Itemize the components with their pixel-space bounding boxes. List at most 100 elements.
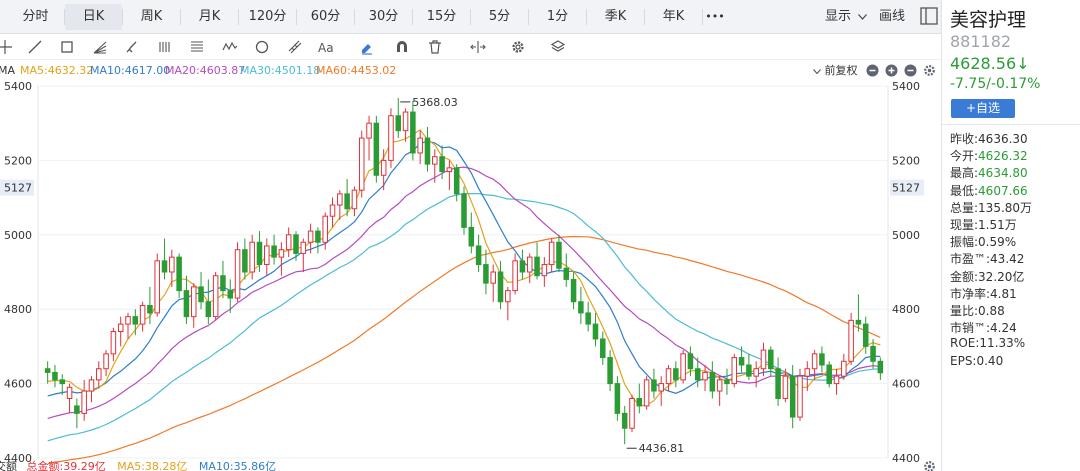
candlesticks [44,97,884,445]
stat-value: 4.24 [990,321,1017,336]
candle-body [651,379,657,392]
candle-body [271,245,277,258]
stat-label: 量比: [950,304,979,318]
adjust-menu[interactable]: 前复权 [813,62,858,80]
tab-divider [122,9,123,25]
candle-body [373,122,380,176]
stat-value: 11.33% [979,336,1026,351]
candle-body [614,383,621,414]
tab-1min[interactable]: 1分 [546,9,569,24]
wave-icon[interactable] [219,37,241,57]
more-tabs-button[interactable]: ••• [705,10,725,23]
candle-body [578,301,584,314]
candle-body [44,368,51,373]
candle-body [388,115,394,161]
text-icon[interactable]: Aa [316,37,338,57]
candle-body [738,357,745,366]
layers-icon[interactable] [547,37,569,57]
stat-label: ROE: [950,336,980,351]
tab-quarterly-k[interactable]: 季K [604,9,627,24]
panel-toggle-icon[interactable] [920,7,938,25]
candle-body [789,375,796,418]
candle-body [249,241,255,273]
fan-icon[interactable] [89,37,111,57]
candle-body [629,397,635,429]
candle-body [125,316,131,325]
tab-yearly-k[interactable]: 年K [662,9,685,24]
candle-body [264,245,270,266]
text-lines-icon[interactable] [186,37,208,57]
candle-body [234,249,241,299]
candle-body [380,159,387,176]
display-menu-button[interactable]: 显示 [825,4,868,30]
candle-body [556,241,562,269]
add-watchlist-button[interactable]: +自选 [951,99,1015,118]
ruler-icon[interactable] [284,37,306,57]
line-icon[interactable] [24,37,46,57]
tab-daily-k[interactable]: 日K [65,4,122,30]
settings-icon[interactable] [507,37,529,57]
candle-body [819,353,825,366]
stat-row: 市净率:4.81 [950,285,1017,302]
panel-divider [942,124,1080,125]
tab-weekly-k[interactable]: 周K [140,9,163,24]
candle-body [505,290,511,303]
stock-name: 美容护理 [950,9,1027,31]
brush-icon[interactable] [121,37,143,57]
tab-monthly-k[interactable]: 月K [198,9,221,24]
parallel-lines-icon[interactable] [154,37,176,57]
plus-icon[interactable] [885,64,898,77]
tab-120min[interactable]: 120分 [248,9,287,24]
candle-body [256,241,263,266]
tab-5min[interactable]: 5分 [488,9,511,24]
candle-body [395,115,402,132]
candle-body [746,364,752,377]
collapse-icon[interactable] [904,64,917,77]
eraser-icon[interactable] [356,37,378,57]
stock-info-panel: 美容护理 881182 4628.56↓ -7.75/-0.17% +自选 昨收… [920,0,1080,471]
tab-divider [528,9,529,25]
volume-total: 总金额:39.29亿 [26,460,106,471]
candle-body [117,323,124,333]
tab-15min[interactable]: 15分 [426,9,457,24]
draw-line-button[interactable]: 画线 [879,9,906,24]
candle-body [760,349,767,370]
candle-body [439,156,445,173]
stat-label: 最高: [950,166,979,181]
y-tick-label-right: 4800 [892,303,920,316]
crosshair-icon[interactable] [0,37,16,57]
magnet-icon[interactable] [391,37,413,57]
tab-30min[interactable]: 30分 [368,9,399,24]
candle-body [687,353,694,370]
candle-body [183,290,190,318]
y-tick-label-right: 4400 [892,452,920,465]
candle-body [526,256,533,273]
gear-icon[interactable] [923,64,936,77]
circle-icon[interactable] [251,37,273,57]
y-tick-label-right: 5400 [892,80,920,93]
tab-intraday[interactable]: 分时 [22,9,49,24]
candle-body [870,345,876,362]
trash-icon[interactable] [424,37,446,57]
period-tab-bar: 分时 日K 周K 月K 120分 60分 30分 15分 5分 1分 季K 年K… [0,0,941,34]
adjust-label: 前复权 [824,64,858,77]
candle-body [285,234,292,251]
stat-row: EPS:0.40 [950,354,1003,368]
rectangle-icon[interactable] [56,37,78,57]
kline-chart[interactable]: 5400 5400 5200 5200 5000 5000 4800 4800 4600 4600… [0,80,941,471]
volume-settings-icon[interactable] [923,460,936,471]
highlight-tick-right: 5127 [892,182,920,195]
minus-icon[interactable] [866,64,879,77]
split-icon[interactable] [467,37,489,57]
y-tick-label-left: 5000 [4,229,32,242]
stat-row: 市销™:4.24 [950,319,1017,336]
candle-body [468,226,475,247]
tab-60min[interactable]: 60分 [310,9,341,24]
y-axis-labels: 5400 5400 5200 5200 5000 5000 4800 4800 4600 4600… [0,80,924,465]
ma60-path [47,235,881,465]
tab-divider [644,9,645,25]
grid-lines [37,85,889,459]
candle-body [483,264,489,284]
candle-body [154,260,160,314]
candle-body [855,319,862,325]
